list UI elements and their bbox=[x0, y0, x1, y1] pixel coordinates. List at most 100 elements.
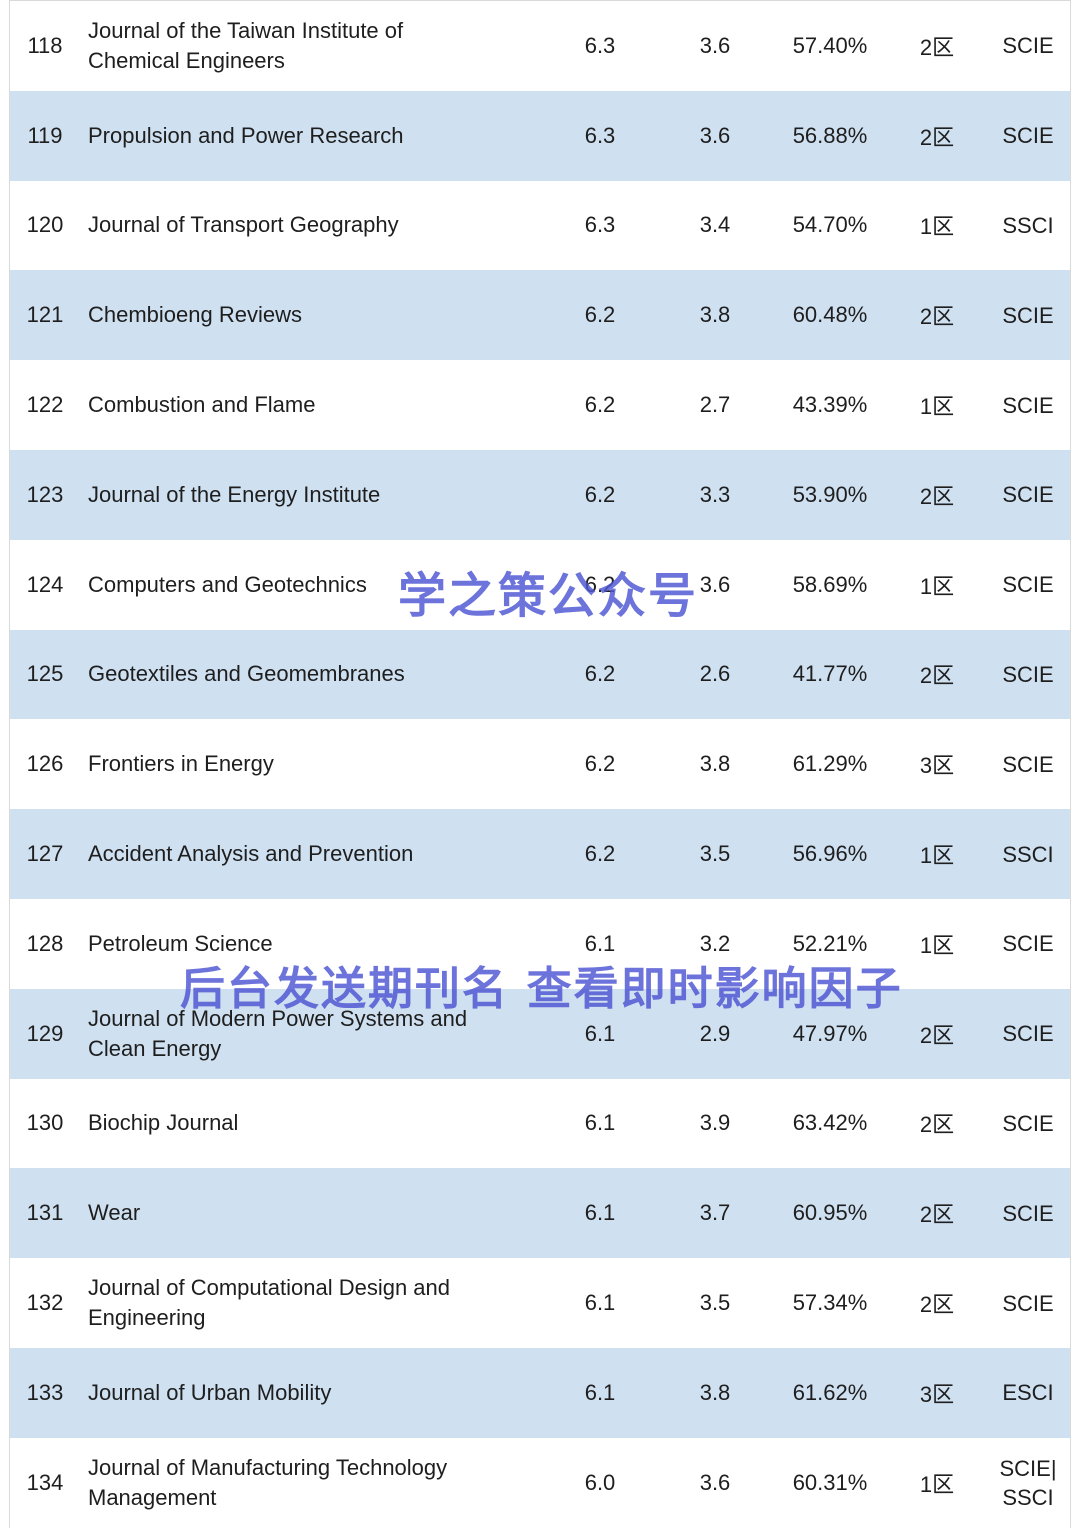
percent-cell: 61.62% bbox=[792, 1379, 868, 1405]
table-row: 118 Journal of the Taiwan Institute of C… bbox=[10, 1, 1070, 91]
database-cell: SCIE bbox=[1002, 1290, 1054, 1316]
metric-2-cell: 3.5 bbox=[699, 1290, 731, 1316]
metric-1-cell: 6.1 bbox=[584, 1020, 616, 1046]
journal-name-cell: Computers and Geotechnics bbox=[88, 571, 367, 597]
table-row: 119 Propulsion and Power Research 6.3 3.… bbox=[10, 90, 1070, 181]
percent-cell: 41.77% bbox=[792, 661, 868, 687]
table-row: 134 Journal of Manufacturing Technology … bbox=[10, 1437, 1070, 1528]
journal-ranking-table-wrap: 118 Journal of the Taiwan Institute of C… bbox=[9, 0, 1071, 1528]
journal-table-body: 118 Journal of the Taiwan Institute of C… bbox=[10, 1, 1070, 1528]
database-cell: SCIE bbox=[1002, 123, 1054, 149]
metric-1-cell: 6.2 bbox=[584, 571, 616, 597]
journal-ranking-table: 118 Journal of the Taiwan Institute of C… bbox=[10, 1, 1070, 1528]
metric-2-cell: 2.6 bbox=[699, 661, 731, 687]
zone-cell: 1区 bbox=[919, 214, 955, 240]
percent-cell: 60.48% bbox=[792, 302, 868, 328]
journal-name-cell: Frontiers in Energy bbox=[88, 751, 274, 777]
metric-1-cell: 6.3 bbox=[584, 212, 616, 238]
database-cell: ESCI bbox=[1002, 1380, 1054, 1406]
rank-cell: 128 bbox=[26, 930, 64, 956]
metric-2-cell: 3.8 bbox=[699, 1379, 731, 1405]
percent-cell: 56.96% bbox=[792, 841, 868, 867]
table-row: 120 Journal of Transport Geography 6.3 3… bbox=[10, 180, 1070, 271]
zone-cell: 2区 bbox=[919, 663, 955, 689]
percent-cell: 53.90% bbox=[792, 481, 868, 507]
zone-cell: 2区 bbox=[919, 1022, 955, 1048]
journal-name-cell: Biochip Journal bbox=[88, 1110, 239, 1136]
percent-cell: 63.42% bbox=[792, 1110, 868, 1136]
rank-cell: 122 bbox=[26, 392, 64, 418]
table-row: 125 Geotextiles and Geomembranes 6.2 2.6… bbox=[10, 629, 1070, 720]
database-cell: SCIE bbox=[1002, 572, 1054, 598]
zone-cell: 2区 bbox=[919, 124, 955, 150]
rank-cell: 121 bbox=[26, 302, 64, 328]
metric-2-cell: 3.8 bbox=[699, 302, 731, 328]
journal-name-cell: Chembioeng Reviews bbox=[88, 302, 302, 328]
rank-cell: 127 bbox=[26, 841, 64, 867]
journal-name-cell: Combustion and Flame bbox=[88, 392, 316, 418]
percent-cell: 61.29% bbox=[792, 751, 868, 777]
metric-1-cell: 6.0 bbox=[584, 1469, 616, 1495]
zone-cell: 2区 bbox=[919, 483, 955, 509]
percent-cell: 54.70% bbox=[792, 212, 868, 238]
database-cell: SCIE bbox=[1002, 1021, 1054, 1047]
table-row: 128 Petroleum Science 6.1 3.2 52.21% 1区 … bbox=[10, 898, 1070, 989]
table-row: 129 Journal of Modern Power Systems and … bbox=[10, 988, 1070, 1079]
table-row: 123 Journal of the Energy Institute 6.2 … bbox=[10, 449, 1070, 540]
database-cell: SCIE| SSCI bbox=[999, 1455, 1057, 1510]
zone-cell: 3区 bbox=[919, 753, 955, 779]
database-cell: SCIE bbox=[1002, 33, 1054, 59]
metric-1-cell: 6.2 bbox=[584, 751, 616, 777]
database-cell: SCIE bbox=[1002, 482, 1054, 508]
database-cell: SCIE bbox=[1002, 392, 1054, 418]
metric-1-cell: 6.2 bbox=[584, 661, 616, 687]
percent-cell: 57.40% bbox=[792, 32, 868, 58]
journal-name-cell: Journal of Computational Design and Engi… bbox=[88, 1275, 451, 1331]
metric-1-cell: 6.3 bbox=[584, 122, 616, 148]
table-row: 132 Journal of Computational Design and … bbox=[10, 1258, 1070, 1348]
table-row: 122 Combustion and Flame 6.2 2.7 43.39% … bbox=[10, 360, 1070, 450]
metric-2-cell: 3.6 bbox=[699, 122, 731, 148]
metric-1-cell: 6.1 bbox=[584, 1110, 616, 1136]
rank-cell: 134 bbox=[26, 1469, 64, 1495]
rank-cell: 132 bbox=[26, 1290, 64, 1316]
metric-2-cell: 3.6 bbox=[699, 32, 731, 58]
percent-cell: 43.39% bbox=[792, 392, 868, 418]
table-row: 130 Biochip Journal 6.1 3.9 63.42% 2区 SC… bbox=[10, 1078, 1070, 1169]
journal-name-cell: Propulsion and Power Research bbox=[88, 122, 404, 148]
journal-name-cell: Petroleum Science bbox=[88, 930, 273, 956]
rank-cell: 133 bbox=[26, 1379, 64, 1405]
zone-cell: 2区 bbox=[919, 304, 955, 330]
journal-name-cell: Journal of Manufacturing Technology Mana… bbox=[88, 1454, 448, 1510]
journal-name-cell: Journal of Urban Mobility bbox=[88, 1379, 332, 1405]
table-row: 121 Chembioeng Reviews 6.2 3.8 60.48% 2区… bbox=[10, 270, 1070, 361]
database-cell: SCIE bbox=[1002, 302, 1054, 328]
metric-2-cell: 3.6 bbox=[699, 1469, 731, 1495]
metric-2-cell: 3.6 bbox=[699, 571, 731, 597]
metric-1-cell: 6.2 bbox=[584, 841, 616, 867]
percent-cell: 56.88% bbox=[792, 122, 868, 148]
journal-name-cell: Accident Analysis and Prevention bbox=[88, 841, 414, 867]
zone-cell: 1区 bbox=[919, 573, 955, 599]
rank-cell: 131 bbox=[26, 1200, 64, 1226]
journal-name-cell: Journal of the Taiwan Institute of Chemi… bbox=[88, 17, 404, 73]
rank-cell: 126 bbox=[26, 751, 64, 777]
rank-cell: 120 bbox=[26, 212, 64, 238]
zone-cell: 2区 bbox=[919, 1202, 955, 1228]
table-row: 124 Computers and Geotechnics 6.2 3.6 58… bbox=[10, 539, 1070, 630]
database-cell: SCIE bbox=[1002, 1200, 1054, 1226]
rank-cell: 129 bbox=[26, 1020, 64, 1046]
metric-1-cell: 6.1 bbox=[584, 930, 616, 956]
percent-cell: 52.21% bbox=[792, 930, 868, 956]
zone-cell: 1区 bbox=[919, 932, 955, 958]
rank-cell: 130 bbox=[26, 1110, 64, 1136]
percent-cell: 58.69% bbox=[792, 571, 868, 597]
percent-cell: 47.97% bbox=[792, 1020, 868, 1046]
zone-cell: 1区 bbox=[919, 843, 955, 869]
journal-name-cell: Geotextiles and Geomembranes bbox=[88, 661, 405, 687]
metric-2-cell: 3.2 bbox=[699, 930, 731, 956]
database-cell: SCIE bbox=[1002, 1110, 1054, 1136]
metric-1-cell: 6.1 bbox=[584, 1290, 616, 1316]
metric-2-cell: 3.8 bbox=[699, 751, 731, 777]
metric-1-cell: 6.2 bbox=[584, 302, 616, 328]
